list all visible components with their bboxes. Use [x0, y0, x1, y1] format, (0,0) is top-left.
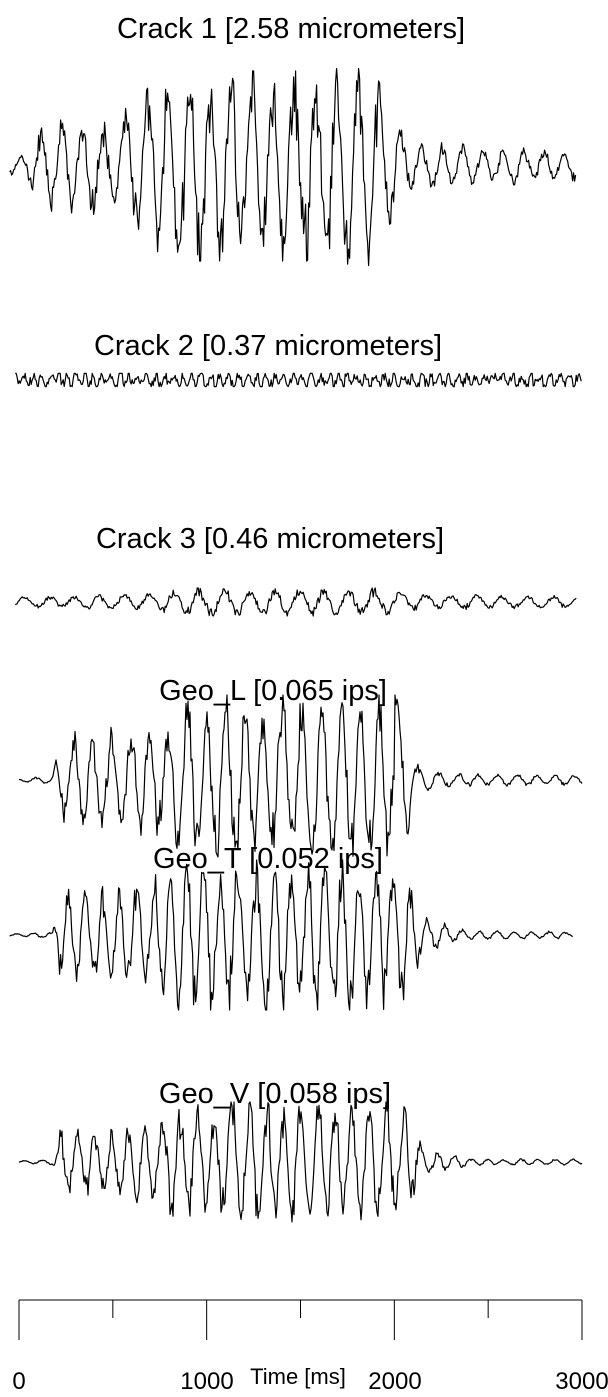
- trace-line-6: [18, 1101, 583, 1223]
- trace-title-geo-l: Geo_L [0.065 ips]: [159, 675, 387, 707]
- trace-title-crack-3: Crack 3 [0.46 micrometers]: [96, 523, 444, 555]
- x-axis-label: Time [ms]: [250, 1364, 346, 1389]
- tick-label-2000: 2000: [368, 1368, 421, 1395]
- trace-line-3: [14, 587, 577, 617]
- tick-label-0: 0: [12, 1368, 25, 1395]
- time-axis: [18, 1299, 583, 1340]
- trace-title-geo-v: Geo_V [0.058 ips]: [159, 1078, 391, 1110]
- trace-line-1: [9, 68, 577, 267]
- tick-label-3000: 3000: [555, 1368, 608, 1395]
- trace-title-crack-1: Crack 1 [2.58 micrometers]: [117, 13, 465, 45]
- tick-label-1000: 1000: [180, 1368, 233, 1395]
- trace-title-geo-t: Geo_T [0.052 ips]: [153, 843, 383, 875]
- trace-line-5: [9, 859, 574, 1011]
- trace-title-crack-2: Crack 2 [0.37 micrometers]: [94, 330, 442, 362]
- trace-line-4: [18, 694, 583, 858]
- trace-group: [9, 68, 583, 1223]
- trace-line-2: [15, 372, 582, 388]
